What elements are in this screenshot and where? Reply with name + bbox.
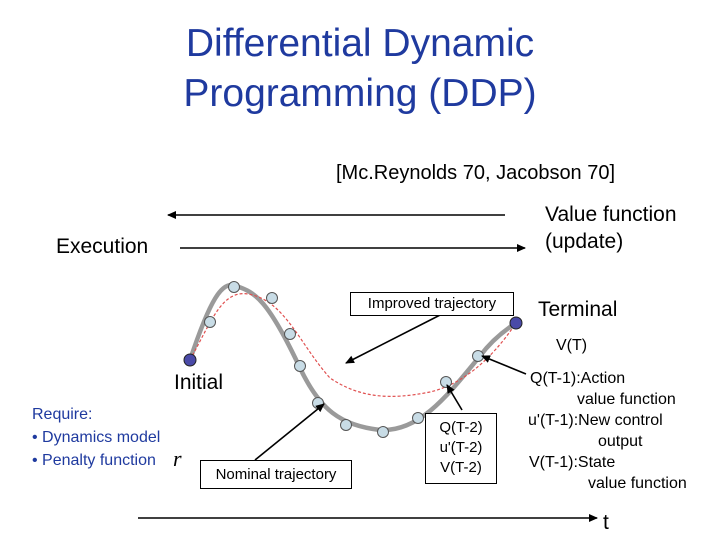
title-line-2: Programming (DDP) (183, 72, 537, 115)
penalty-symbol-r: r (173, 446, 182, 471)
trajectory-nodes (183, 281, 523, 438)
value-function-update-label: (update) (545, 230, 624, 253)
penalty-symbol: r (173, 446, 182, 472)
step-t1-line-1: Q(T-1):Action (530, 370, 626, 387)
improved-trajectory-curve (189, 293, 517, 397)
step-t1-line-5: V(T-1):State (529, 454, 616, 471)
step-t2-v: V(T-2) (440, 459, 482, 476)
terminal-state-node (509, 316, 523, 330)
trajectory-node (228, 281, 240, 293)
trajectory-node (412, 412, 424, 424)
value-function-label: Value function (545, 203, 677, 226)
title-line-1: Differential Dynamic (185, 22, 535, 65)
require-item-dynamics: • Dynamics model (32, 429, 161, 446)
step-t1-line-3: u'(T-1):New control (528, 412, 663, 429)
step-t1-line-4: output (598, 433, 643, 450)
nominal-trajectory-pointer (254, 403, 325, 461)
step-t1-line-2: value function (577, 391, 676, 408)
terminal-label: Terminal (538, 298, 618, 321)
terminal-value-label: V(T) (556, 337, 588, 354)
trajectory-node (266, 292, 278, 304)
step-t2-q: Q(T-2) (439, 419, 483, 436)
initial-label: Initial (174, 371, 224, 394)
citation: [Mc.Reynolds 70, Jacobson 70] (336, 162, 616, 184)
nominal-trajectory-label: Nominal trajectory (200, 460, 352, 489)
step-t2-box: Q(T-2) u'(T-2) V(T-2) (425, 413, 497, 484)
step-t2-u: u'(T-2) (439, 439, 483, 456)
require-heading: Require: (32, 406, 93, 423)
trajectory-node (204, 316, 216, 328)
trajectory-node (472, 350, 484, 362)
trajectory-node (440, 376, 452, 388)
trajectory-node (340, 419, 352, 431)
initial-state-node (183, 353, 197, 367)
step-t1-pointer (481, 355, 527, 375)
step-t2-pointer (446, 384, 463, 411)
improved-trajectory-pointer (345, 311, 447, 364)
trajectory-node (284, 328, 296, 340)
trajectory-node (294, 360, 306, 372)
execution-label: Execution (56, 235, 149, 258)
step-t1-description: Q(T-1):Action value function u'(T-1):New… (526, 368, 706, 494)
time-axis-label: t (603, 511, 609, 534)
step-t1-line-6: value function (588, 475, 687, 492)
require-item-penalty: • Penalty function (32, 452, 156, 469)
trajectory-node (377, 426, 389, 438)
trajectory-node (312, 397, 324, 409)
improved-trajectory-label: Improved trajectory (350, 292, 514, 316)
